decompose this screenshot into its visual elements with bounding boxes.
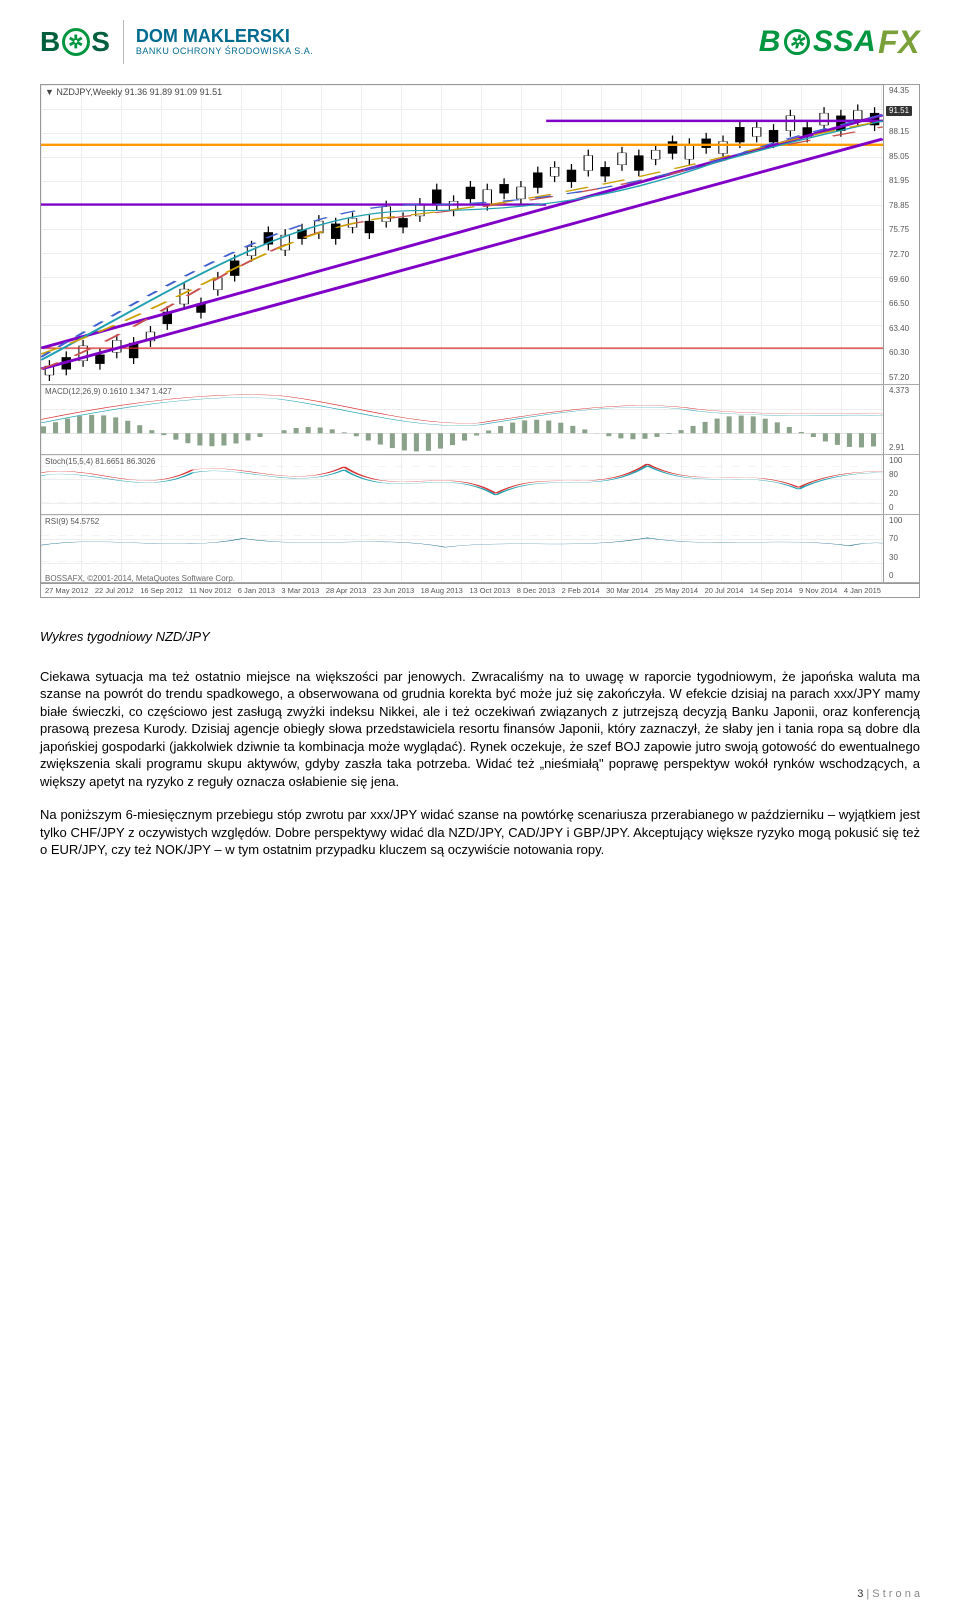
overlay-layer <box>41 85 883 384</box>
stoch-label: Stoch(15,5,4) 81.6651 86.3026 <box>45 457 155 466</box>
footer-word: S t r o n a <box>872 1588 920 1600</box>
y-axis-macd: 4.3732.91 <box>883 385 919 454</box>
x-axis: 27 May 201222 Jul 201216 Sep 201211 Nov … <box>41 583 919 597</box>
chart-title-label: ▼ NZDJPY,Weekly 91.36 91.89 91.09 91.51 <box>45 87 222 97</box>
chart-caption: Wykres tygodniowy NZD/JPY <box>40 628 920 646</box>
footer-sep: | <box>863 1588 872 1600</box>
y-axis-rsi: 10070300 <box>883 515 919 582</box>
bossa-b: B <box>759 25 781 59</box>
vertical-divider <box>123 20 124 64</box>
macd-label: MACD(12,26,9) 0.1610 1.347 1.427 <box>45 387 172 396</box>
y-axis-stoch: 10080200 <box>883 455 919 514</box>
bossafx-logo: B ✲ SSA FX <box>759 24 920 61</box>
page-header: B ✲ S DOM MAKLERSKI BANKU OCHRONY ŚRODOW… <box>40 20 920 84</box>
rsi-layer <box>41 515 883 582</box>
bossa-ssa: SSA <box>813 25 876 59</box>
macd-panel: MACD(12,26,9) 0.1610 1.347 1.427 4.3732.… <box>41 385 919 455</box>
rsi-panel: RSI(9) 54.5752 10070300 <box>41 515 919 583</box>
bossa-fx: FX <box>878 24 920 61</box>
dm-line2: BANKU OCHRONY ŚRODOWISKA S.A. <box>136 47 313 57</box>
chart-copyright: BOSSAFX, ©2001-2014, MetaQuotes Software… <box>45 574 235 583</box>
logo-left-group: B ✲ S DOM MAKLERSKI BANKU OCHRONY ŚRODOW… <box>40 20 313 64</box>
dom-maklerski-text: DOM MAKLERSKI BANKU OCHRONY ŚRODOWISKA S… <box>136 27 313 57</box>
stoch-panel: Stoch(15,5,4) 81.6651 86.3026 10080200 <box>41 455 919 515</box>
article-body: Wykres tygodniowy NZD/JPY Ciekawa sytuac… <box>40 628 920 859</box>
dm-line1: DOM MAKLERSKI <box>136 27 313 47</box>
leaf-icon: ✲ <box>784 29 810 55</box>
paragraph-2: Na poniższym 6-miesięcznym przebiegu stó… <box>40 806 920 859</box>
bos-logo: B ✲ S <box>40 26 111 58</box>
price-panel: 94.3588.1585.0581.9578.8575.7572.7069.60… <box>41 85 919 385</box>
rsi-label: RSI(9) 54.5752 <box>45 517 99 526</box>
page-footer: 3 | S t r o n a <box>857 1588 920 1600</box>
leaf-icon: ✲ <box>62 28 90 56</box>
chart-container: ▼ NZDJPY,Weekly 91.36 91.89 91.09 91.51 … <box>40 84 920 598</box>
bos-letter-s: S <box>91 26 111 58</box>
y-axis-main: 94.3588.1585.0581.9578.8575.7572.7069.60… <box>883 85 919 384</box>
bos-letter-b: B <box>40 26 61 58</box>
stoch-layer <box>41 455 883 514</box>
paragraph-1: Ciekawa sytuacja ma też ostatnio miejsce… <box>40 668 920 791</box>
